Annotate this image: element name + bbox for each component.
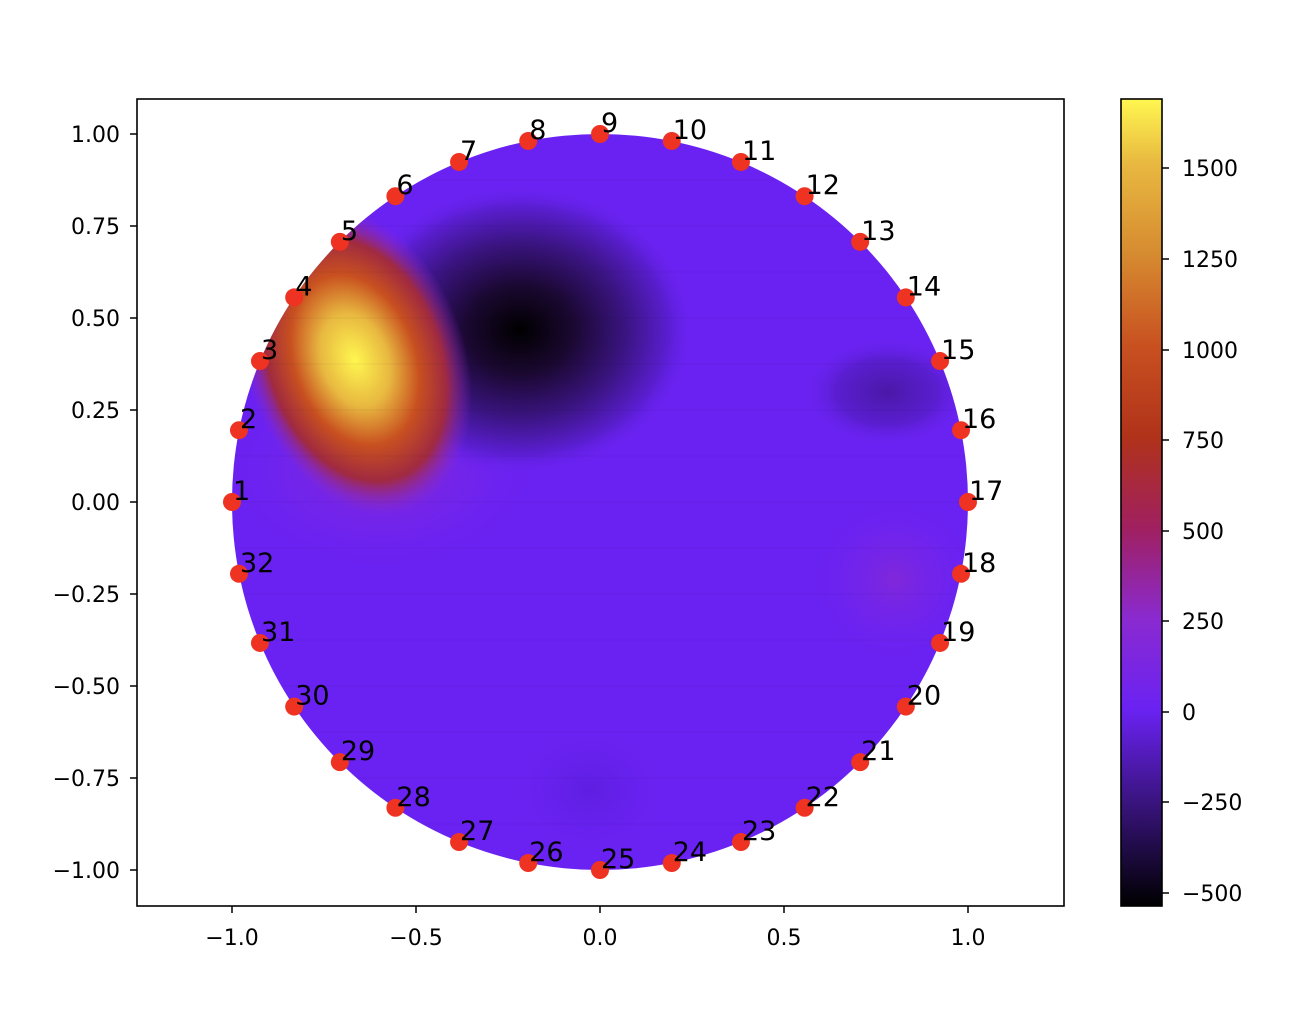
electrode-label: 28: [396, 782, 430, 813]
colorbar-tick-label: 1250: [1182, 248, 1238, 273]
electrode-label: 5: [341, 216, 358, 247]
electrode-marker: [450, 152, 469, 171]
x-tick-label: 1.0: [951, 926, 986, 951]
colorbar-tick-label: −250: [1182, 791, 1242, 816]
electrode-marker: [931, 352, 950, 371]
electrode-label: 29: [341, 736, 375, 767]
y-tick-labels: 1.00 0.75 0.50 0.25 0.00 −0.25 −0.50 −0.…: [53, 123, 120, 884]
electrode-marker: [952, 564, 971, 583]
electrode-marker: [662, 131, 681, 150]
electrode-label: 19: [941, 617, 975, 648]
electrode-label: 6: [396, 170, 413, 201]
y-tick-label: 0.50: [71, 307, 120, 332]
electrode-label: 25: [601, 844, 635, 875]
x-axis: [231, 906, 969, 913]
electrode-label: 16: [962, 404, 996, 435]
electrode-label: 11: [742, 136, 776, 167]
y-axis: [130, 133, 137, 871]
electrode-label: 32: [240, 548, 274, 579]
colorbar-tick-label: −500: [1182, 882, 1242, 907]
electrode-marker: [952, 421, 971, 440]
colorbar: [1120, 98, 1163, 907]
electrode-marker: [450, 833, 469, 852]
electrode-label: 7: [460, 136, 477, 167]
electrode-marker: [851, 232, 870, 251]
electrode-label: 10: [673, 115, 707, 146]
electrode-label: 22: [806, 782, 840, 813]
electrode-label: 26: [529, 837, 563, 868]
mesh-overlay: [232, 179, 968, 825]
electrode-label: 1: [233, 476, 250, 507]
x-tick-label: −1.0: [205, 926, 258, 951]
colorbar-tick-label: 500: [1182, 520, 1224, 545]
y-tick-label: 0.25: [71, 399, 120, 424]
y-tick-label: −0.25: [53, 583, 120, 608]
electrode-marker: [330, 753, 349, 772]
y-tick-label: −1.00: [53, 859, 120, 884]
electrode-label: 20: [907, 681, 941, 712]
electrode-marker: [330, 232, 349, 251]
electrode-label: 17: [969, 476, 1003, 507]
electrode-label: 30: [295, 681, 329, 712]
colorbar-tick-label: 1000: [1182, 339, 1238, 364]
y-tick-label: 0.00: [71, 491, 120, 516]
x-tick-labels: −1.0 −0.5 0.0 0.5 1.0: [205, 926, 985, 951]
electrode-marker: [795, 187, 814, 206]
y-tick-label: 0.75: [71, 215, 120, 240]
electrode-marker: [896, 288, 915, 307]
colorbar-ticks: [1162, 167, 1169, 894]
electrode-label: 4: [295, 271, 312, 302]
electrode-label: 24: [673, 837, 707, 868]
electrode-marker: [386, 187, 405, 206]
electrode-marker: [386, 798, 405, 817]
electrode-marker: [662, 854, 681, 873]
colorbar-tick-label: 750: [1182, 429, 1224, 454]
y-tick-label: −0.50: [53, 675, 120, 700]
electrode-label: 8: [529, 115, 546, 146]
colorbar-tick-label: 1500: [1182, 157, 1238, 182]
colorbar-tick-label: 250: [1182, 610, 1224, 635]
electrode-marker: [519, 131, 538, 150]
x-tick-label: −0.5: [389, 926, 442, 951]
electrode-label: 13: [861, 216, 895, 247]
y-tick-label: −0.75: [53, 767, 120, 792]
electrode-label: 2: [240, 404, 257, 435]
colorbar-tick-label: 0: [1182, 701, 1196, 726]
electrode-label: 3: [261, 335, 278, 366]
electrode-marker: [795, 798, 814, 817]
x-tick-label: 0.5: [767, 926, 802, 951]
electrode-label: 21: [861, 736, 895, 767]
electrode-marker: [285, 288, 304, 307]
electrode-label: 18: [962, 548, 996, 579]
electrode-marker: [250, 352, 269, 371]
electrode-label: 14: [907, 271, 941, 302]
field-heatmap: [232, 134, 968, 870]
electrode-marker: [591, 125, 609, 143]
y-tick-label: 1.00: [71, 123, 120, 148]
electrode-marker: [731, 833, 750, 852]
electrode-label: 31: [261, 617, 295, 648]
electrode-marker: [229, 564, 248, 583]
electrode-label: 9: [601, 108, 618, 139]
electrode-label: 12: [806, 170, 840, 201]
electrode-marker: [931, 633, 950, 652]
electrode-marker: [229, 421, 248, 440]
electrode-marker: [250, 633, 269, 652]
electrode-marker: [896, 697, 915, 716]
electrode-marker: [223, 493, 241, 511]
x-tick-label: 0.0: [583, 926, 618, 951]
colorbar-tick-labels: 1500 1250 1000 750 500 250 0 −250 −500: [1182, 157, 1242, 907]
electrode-label: 23: [742, 816, 776, 847]
electrode-marker: [285, 697, 304, 716]
electrode-marker: [851, 753, 870, 772]
electrode-marker: [959, 493, 977, 511]
electrode-marker: [591, 861, 609, 879]
electrode-marker: [731, 152, 750, 171]
electrode-label: 15: [941, 335, 975, 366]
electrode-marker: [519, 854, 538, 873]
electrode-label: 27: [460, 816, 494, 847]
